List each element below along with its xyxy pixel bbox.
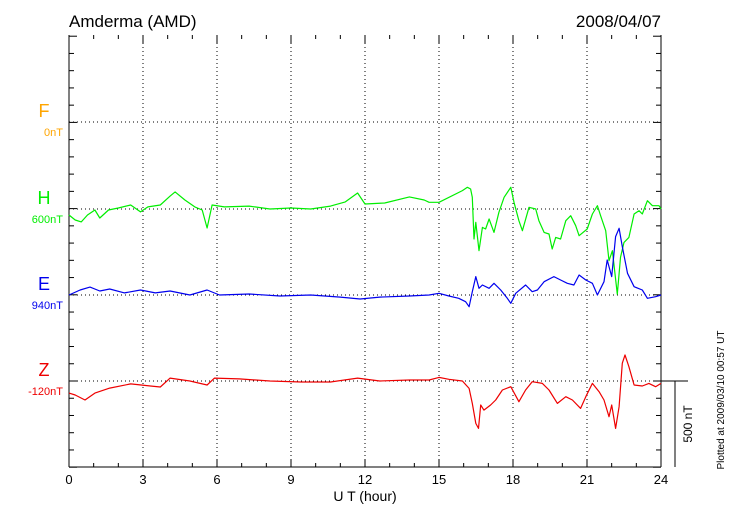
x-tick-label: 9 xyxy=(287,472,294,487)
trace-E xyxy=(68,227,662,308)
trace-Z xyxy=(68,354,662,429)
series-name-E: E xyxy=(38,274,50,294)
x-tick-label: 3 xyxy=(139,472,146,487)
x-tick-label: 0 xyxy=(65,472,72,487)
plotted-at-footer: Plotted at 2009/03/10 00:57 UT xyxy=(716,331,727,470)
series-baseline-F: 0nT xyxy=(44,127,63,139)
x-tick-label: 12 xyxy=(358,472,372,487)
x-tick-label: 24 xyxy=(654,472,668,487)
series-name-F: F xyxy=(39,101,50,121)
series-name-H: H xyxy=(38,188,51,208)
scale-bar-label: 500 nT xyxy=(681,405,695,443)
chart-date: 2008/04/07 xyxy=(576,12,661,31)
series-baseline-H: 600nT xyxy=(32,214,63,226)
series-baseline-Z: -120nT xyxy=(28,386,63,398)
x-axis-label: U T (hour) xyxy=(333,488,396,504)
x-tick-label: 15 xyxy=(432,472,446,487)
trace-H xyxy=(68,186,662,295)
series-baseline-E: 940nT xyxy=(32,300,63,312)
x-tick-label: 6 xyxy=(213,472,220,487)
chart-title: Amderma (AMD) xyxy=(69,12,197,31)
x-tick-label: 21 xyxy=(580,472,594,487)
x-tick-label: 18 xyxy=(506,472,520,487)
series-name-Z: Z xyxy=(39,360,50,380)
